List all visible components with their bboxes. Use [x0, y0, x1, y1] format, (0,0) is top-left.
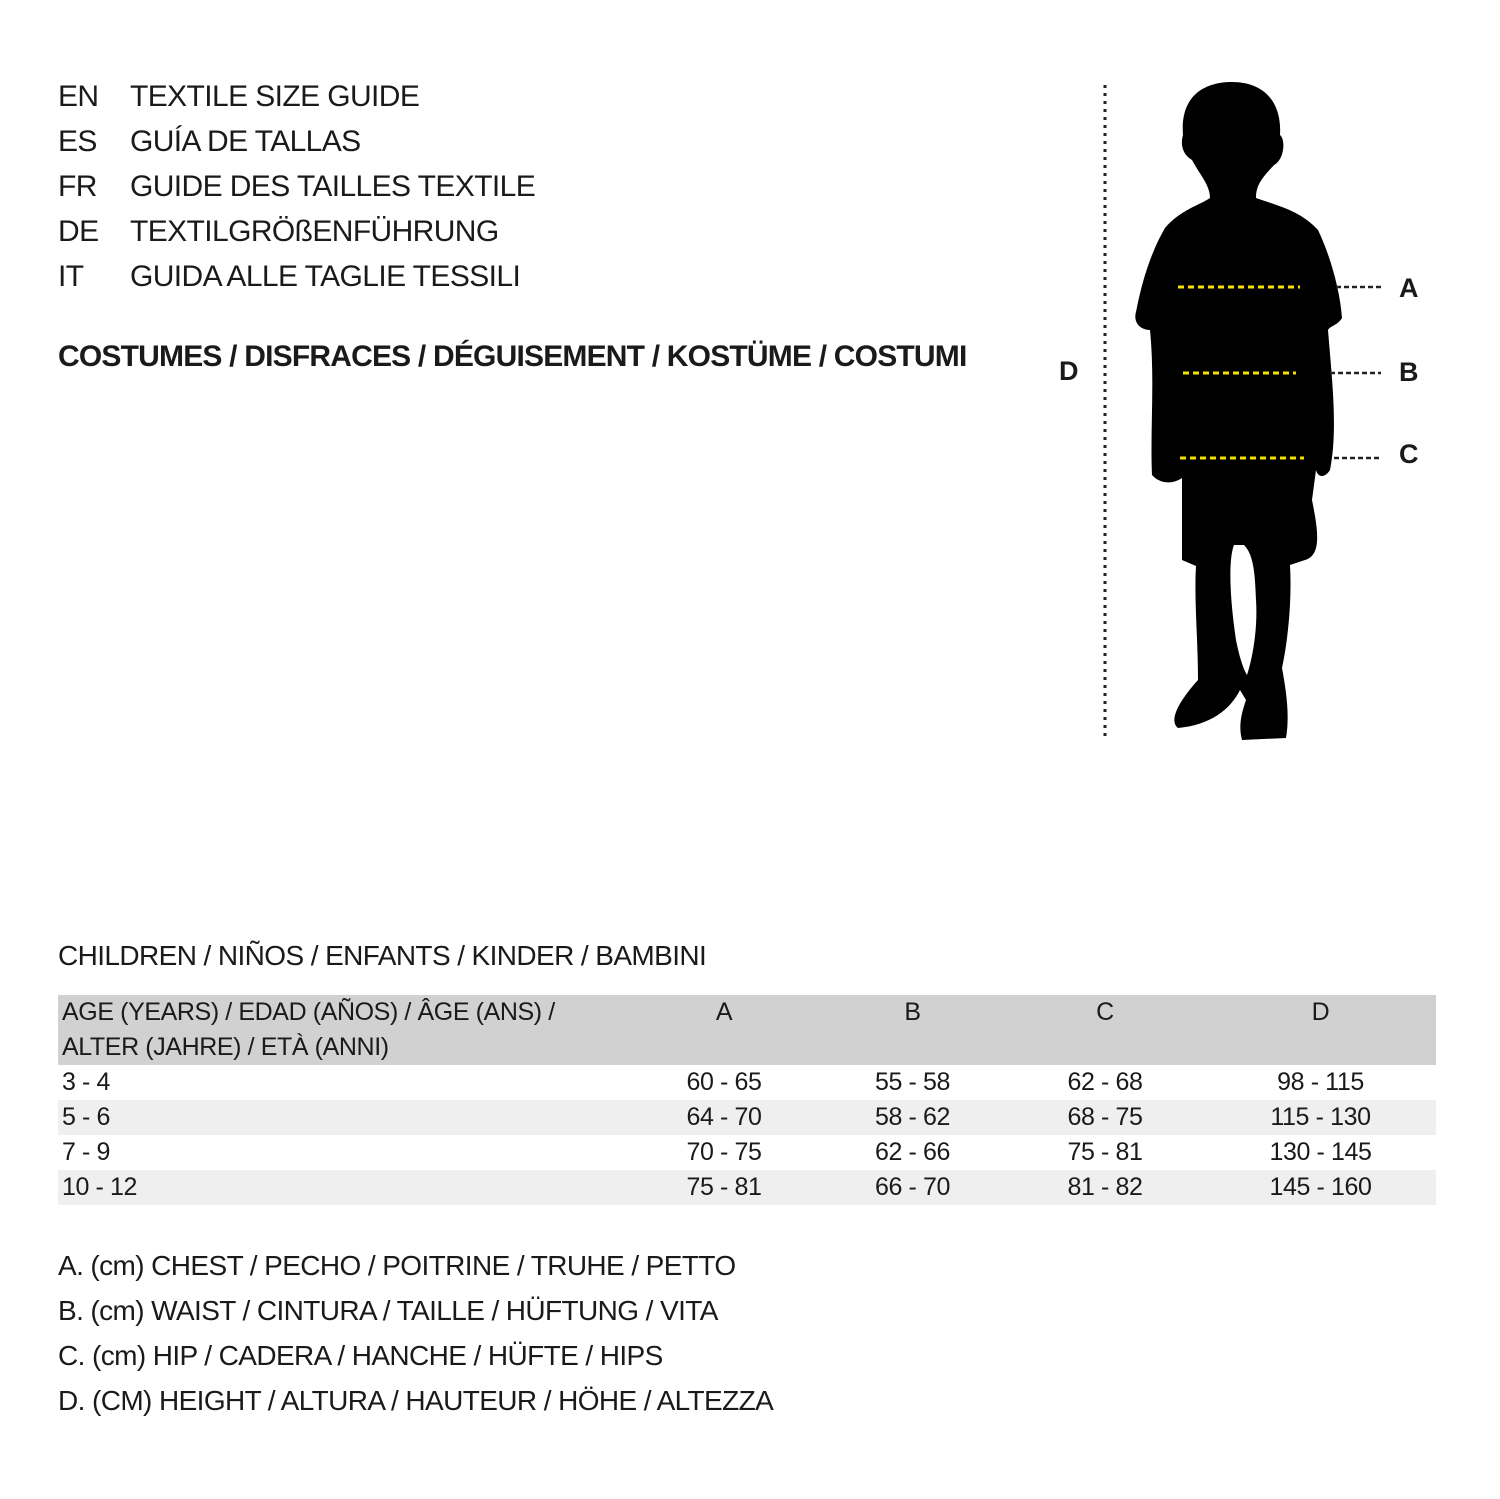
table-row: 5 - 6 64 - 70 58 - 62 68 - 75 115 - 130: [58, 1100, 1436, 1135]
cell-a: 70 - 75: [686, 1138, 762, 1166]
label-b: B: [1399, 357, 1419, 387]
legend-a: A. (cm) CHEST / PECHO / POITRINE / TRUHE…: [58, 1250, 736, 1281]
lang-code: DE: [58, 215, 99, 248]
cell-d: 145 - 160: [1269, 1173, 1372, 1201]
lang-title: GUÍA DE TALLAS: [130, 125, 361, 158]
cell-b: 58 - 62: [874, 1103, 951, 1131]
legend-c: C. (cm) HIP / CADERA / HANCHE / HÜFTE / …: [58, 1340, 663, 1371]
category-title: COSTUMES / DISFRACES / DÉGUISEMENT / KOS…: [58, 340, 967, 373]
header-age-line2: ALTER (JAHRE) / ETÀ (ANNI): [62, 1033, 389, 1061]
measure-lines: [1178, 285, 1304, 460]
child-silhouette-icon: [1135, 82, 1342, 740]
cell-c: 75 - 81: [1067, 1138, 1143, 1166]
lang-title: GUIDE DES TAILLES TEXTILE: [130, 170, 536, 203]
title-row-it: IT GUIDA ALLE TAGLIE TESSILI: [58, 260, 521, 294]
header-age: AGE (YEARS) / EDAD (AÑOS) / ÂGE (ANS) / A…: [58, 995, 628, 1065]
label-c: C: [1399, 439, 1419, 469]
header-d: D: [1311, 998, 1330, 1026]
cell-age: 7 - 9: [62, 1138, 111, 1166]
cell-a: 75 - 81: [686, 1173, 762, 1201]
cell-age: 5 - 6: [62, 1103, 111, 1131]
cell-d: 130 - 145: [1269, 1138, 1372, 1166]
title-row-de: DE TEXTILGRÖßENFÜHRUNG: [58, 215, 499, 249]
lang-code: FR: [58, 170, 97, 203]
legend-d: D. (CM) HEIGHT / ALTURA / HAUTEUR / HÖHE…: [58, 1385, 774, 1416]
title-row-en: EN TEXTILE SIZE GUIDE: [58, 80, 420, 114]
table-row: 10 - 12 75 - 81 66 - 70 81 - 82 145 - 160: [58, 1170, 1436, 1205]
cell-c: 68 - 75: [1067, 1103, 1143, 1131]
header-c: C: [1096, 998, 1114, 1026]
cell-a: 64 - 70: [686, 1103, 762, 1131]
label-d: D: [1059, 356, 1079, 386]
cell-a: 60 - 65: [686, 1068, 762, 1096]
lang-title: TEXTILGRÖßENFÜHRUNG: [130, 215, 499, 248]
cell-b: 66 - 70: [874, 1173, 951, 1201]
legend-b: B. (cm) WAIST / CINTURA / TAILLE / HÜFTU…: [58, 1295, 718, 1326]
table-header-row: AGE (YEARS) / EDAD (AÑOS) / ÂGE (ANS) / A…: [58, 995, 1436, 1065]
lang-code: EN: [58, 80, 99, 113]
cell-d: 98 - 115: [1277, 1068, 1364, 1096]
header-a: A: [715, 998, 733, 1026]
table-row: 7 - 9 70 - 75 62 - 66 75 - 81 130 - 145: [58, 1135, 1436, 1170]
title-row-fr: FR GUIDE DES TAILLES TEXTILE: [58, 170, 536, 204]
leg-gap: [1230, 545, 1257, 675]
title-row-es: ES GUÍA DE TALLAS: [58, 125, 361, 159]
cell-age: 10 - 12: [62, 1173, 138, 1201]
size-table: AGE (YEARS) / EDAD (AÑOS) / ÂGE (ANS) / A…: [58, 995, 1436, 1205]
table-row: 3 - 4 60 - 65 55 - 58 62 - 68 98 - 115: [58, 1065, 1436, 1100]
lang-code: IT: [58, 260, 84, 293]
header-age-line1: AGE (YEARS) / EDAD (AÑOS) / ÂGE (ANS) /: [62, 998, 555, 1026]
cell-c: 62 - 68: [1067, 1068, 1143, 1096]
cell-b: 55 - 58: [874, 1068, 951, 1096]
cell-age: 3 - 4: [62, 1068, 111, 1096]
cell-b: 62 - 66: [874, 1138, 951, 1166]
lang-code: ES: [58, 125, 97, 158]
cell-c: 81 - 82: [1067, 1173, 1143, 1201]
lang-title: TEXTILE SIZE GUIDE: [130, 80, 420, 113]
pointer-lines: [1330, 285, 1381, 460]
label-a: A: [1399, 273, 1419, 303]
lang-title: GUIDA ALLE TAGLIE TESSILI: [130, 260, 521, 293]
header-b: B: [904, 998, 921, 1026]
section-title: CHILDREN / NIÑOS / ENFANTS / KINDER / BA…: [58, 940, 707, 971]
child-silhouette-figure: D A B C: [1059, 82, 1419, 740]
cell-d: 115 - 130: [1270, 1103, 1371, 1131]
